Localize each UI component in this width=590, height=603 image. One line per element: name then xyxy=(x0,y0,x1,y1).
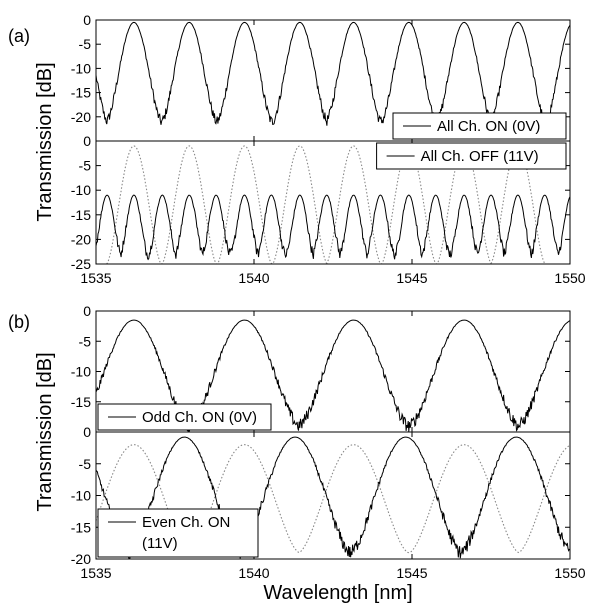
y-tick-label: -5 xyxy=(79,456,92,472)
legend: All Ch. ON (0V) xyxy=(392,112,567,140)
solid-series-line xyxy=(96,21,570,128)
legend: All Ch. OFF (11V) xyxy=(376,142,567,170)
panel-b-label: (b) xyxy=(8,312,30,332)
panel-a: (a) Transmission [dB] 0 -5 -10 -15 -20 All Ch… xyxy=(8,12,586,286)
x-tick-label: 1535 xyxy=(80,565,111,581)
series-group xyxy=(96,21,570,128)
legend: Even Ch. ON (11V) xyxy=(97,508,259,558)
y-tick-label: 0 xyxy=(83,424,91,440)
y-tick-label: -20 xyxy=(71,109,91,125)
x-tick-label: 1540 xyxy=(238,565,269,581)
y-tick-label: -10 xyxy=(71,60,91,76)
y-tick-label: 0 xyxy=(83,12,91,28)
plot-a-top: 0 -5 -10 -15 -20 All Ch. ON (0V) xyxy=(71,12,571,142)
y-tick-label: -5 xyxy=(79,158,92,174)
legend: Odd Ch. ON (0V) xyxy=(97,403,272,431)
y-tick-label: -10 xyxy=(71,488,91,504)
y-tick-label: -5 xyxy=(79,36,92,52)
solid-series-line xyxy=(96,436,570,559)
legend-label: Even Ch. ON xyxy=(142,514,230,531)
y-tick-label: 0 xyxy=(83,303,91,319)
y-tick-label: 0 xyxy=(83,133,91,149)
y-tick-label: -20 xyxy=(71,551,91,567)
x-tick-label: 1550 xyxy=(554,565,585,581)
legend-label: All Ch. ON (0V) xyxy=(437,118,540,135)
series-group xyxy=(96,436,570,559)
x-tick-label: 1540 xyxy=(238,270,269,286)
x-tick-label: 1550 xyxy=(554,270,585,286)
legend-label: (11V) xyxy=(142,535,178,552)
panel-b-xlabel: Wavelength [nm] xyxy=(263,582,412,603)
x-tick-label: 1535 xyxy=(80,270,111,286)
legend-box xyxy=(97,508,259,558)
legend-label: All Ch. OFF (11V) xyxy=(421,148,539,165)
y-tick-label: -10 xyxy=(71,182,91,198)
panel-a-ylabel: Transmission [dB] xyxy=(34,62,56,221)
y-tick-label: -20 xyxy=(71,231,91,247)
plot-b-bottom: 0 -5 -10 -15 -20 Even Ch. ON (11V) 1535 1540 1545… xyxy=(71,424,586,581)
plot-frame xyxy=(95,140,571,265)
y-tick-label: -10 xyxy=(71,364,91,380)
panel-b-ylabel: Transmission [dB] xyxy=(34,352,56,511)
y-tick-label: -25 xyxy=(71,256,91,272)
y-tick-label: -5 xyxy=(79,333,92,349)
plot-a-bottom: 0 -5 -10 -15 -20 -25 All Ch. OFF (11V) 1535 1540… xyxy=(71,133,586,286)
panel-b: (b) Transmission [dB] Wavelength [nm] 0 -… xyxy=(8,303,586,603)
solid-series-line xyxy=(96,194,570,261)
dotted-series-line xyxy=(96,444,570,554)
dotted-series-line xyxy=(96,145,570,264)
y-tick-label: -15 xyxy=(71,519,91,535)
plot-b-top: 0 -5 -10 -15 Odd Ch. ON (0V) xyxy=(71,303,571,433)
y-tick-label: -15 xyxy=(71,394,91,410)
panel-a-label: (a) xyxy=(8,26,30,46)
x-tick-label: 1545 xyxy=(396,565,427,581)
x-tick-label: 1545 xyxy=(396,270,427,286)
legend-label: Odd Ch. ON (0V) xyxy=(142,409,257,426)
series-group xyxy=(96,145,570,264)
y-tick-label: -15 xyxy=(71,85,91,101)
y-tick-label: -15 xyxy=(71,207,91,223)
